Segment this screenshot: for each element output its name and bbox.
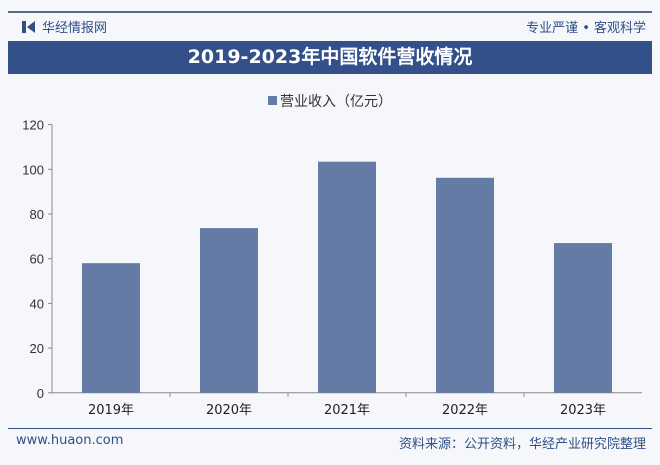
bar-2022年 bbox=[436, 177, 494, 393]
slogan: 专业严谨 • 客观科学 bbox=[526, 21, 646, 36]
y-tick-label: 60 bbox=[30, 252, 44, 267]
logo-icon bbox=[22, 20, 35, 33]
bar-2019年 bbox=[82, 263, 140, 393]
y-tick-label: 100 bbox=[22, 162, 44, 177]
x-tick-label: 2022年 bbox=[442, 403, 488, 418]
y-tick-label: 120 bbox=[22, 118, 44, 133]
y-tick-label: 0 bbox=[37, 386, 44, 401]
y-tick-label: 80 bbox=[30, 207, 44, 222]
footer-rule bbox=[8, 428, 652, 429]
bar-2020年 bbox=[200, 228, 258, 393]
x-tick-label: 2020年 bbox=[206, 403, 252, 418]
source-note: 资料来源：公开资料，华经产业研究院整理 bbox=[398, 437, 646, 452]
top-rule bbox=[8, 11, 652, 13]
y-tick-label: 20 bbox=[30, 341, 44, 356]
legend-label: 营业收入（亿元） bbox=[280, 94, 392, 110]
bar-2023年 bbox=[554, 243, 612, 393]
website-link[interactable]: www.huaon.com bbox=[16, 433, 124, 448]
x-tick-label: 2019年 bbox=[88, 403, 134, 418]
x-tick-label: 2023年 bbox=[560, 403, 606, 418]
brand: 华经情报网 bbox=[22, 17, 107, 36]
bar-2021年 bbox=[318, 161, 376, 393]
chart-title: 2019-2023年中国软件营收情况 bbox=[8, 41, 652, 74]
legend: 营业收入（亿元） bbox=[0, 91, 660, 111]
brand-name: 华经情报网 bbox=[42, 21, 108, 36]
x-tick-label: 2021年 bbox=[324, 403, 370, 418]
y-tick-label: 40 bbox=[30, 296, 44, 311]
legend-swatch bbox=[268, 96, 277, 105]
